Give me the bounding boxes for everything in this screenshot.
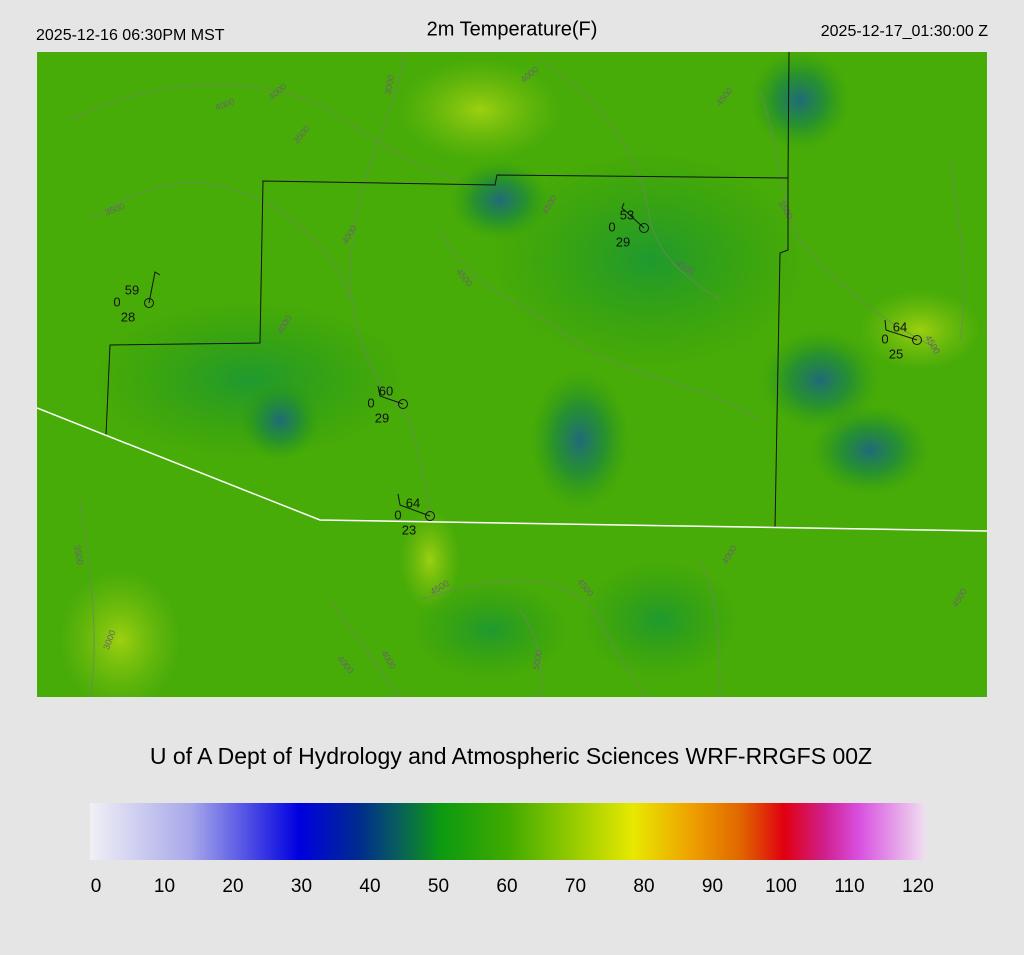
colorbar-tick-label: 110 xyxy=(834,876,864,897)
station-temperature: 53 xyxy=(620,207,634,222)
colorbar-tick-label: 120 xyxy=(902,876,934,897)
station-dewpoint: 29 xyxy=(375,410,389,425)
station-wind: 0 xyxy=(113,294,120,309)
station-dewpoint: 29 xyxy=(616,234,630,249)
station-circle xyxy=(425,511,435,521)
station-dewpoint: 25 xyxy=(889,346,903,361)
colorbar-tick-label: 10 xyxy=(154,876,175,897)
credit: U of A Dept of Hydrology and Atmospheric… xyxy=(150,743,872,769)
colorbar-ticks: 0 10 20 30 40 50 60 70 80 90 100 110 120 xyxy=(91,876,934,897)
valid-time-utc: 2025-12-17_01:30:00 Z xyxy=(821,23,988,40)
station-circle xyxy=(144,298,154,308)
station-temperature: 60 xyxy=(379,383,393,398)
colorbar-tick-label: 40 xyxy=(359,876,380,897)
colorbar xyxy=(90,803,926,860)
station-temperature: 64 xyxy=(893,319,907,334)
contour-label: 3000 xyxy=(383,74,396,95)
station-temperature: 59 xyxy=(125,282,139,297)
temperature-field xyxy=(60,52,980,697)
station-circle xyxy=(912,335,922,345)
contour-label: 3500 xyxy=(72,544,85,565)
station-circle xyxy=(398,399,408,409)
valid-time-local: 2025-12-16 06:30PM MST xyxy=(36,27,225,44)
colorbar-tick-label: 80 xyxy=(633,876,654,897)
colorbar-tick-label: 60 xyxy=(496,876,517,897)
contours xyxy=(69,52,965,697)
station-wind: 0 xyxy=(881,331,888,346)
state-border xyxy=(37,407,987,532)
station-wind: 0 xyxy=(367,395,374,410)
colorbar-tick-label: 50 xyxy=(428,876,449,897)
colorbar-tick-label: 70 xyxy=(565,876,586,897)
colorbar-tick-label: 30 xyxy=(291,876,312,897)
station-dewpoint: 23 xyxy=(402,522,416,537)
station-temperature: 64 xyxy=(406,495,420,510)
station-wind: 0 xyxy=(608,219,615,234)
wind-barb xyxy=(377,385,404,405)
colorbar-tick-label: 100 xyxy=(765,876,797,897)
colorbar-tick-label: 20 xyxy=(222,876,243,897)
wind-barb xyxy=(621,202,645,229)
station-circle xyxy=(639,223,649,233)
county-borders xyxy=(105,52,790,529)
contour-label: 5000 xyxy=(531,649,544,670)
station-dewpoint: 28 xyxy=(121,309,135,324)
map-title: 2m Temperature(F) xyxy=(427,18,598,40)
station-wind: 0 xyxy=(394,507,401,522)
colorbar-tick-label: 0 xyxy=(91,876,102,897)
wind-barb xyxy=(884,319,918,341)
wind-barb xyxy=(148,271,161,304)
colorbar-tick-label: 90 xyxy=(702,876,723,897)
wind-barb xyxy=(397,493,431,517)
